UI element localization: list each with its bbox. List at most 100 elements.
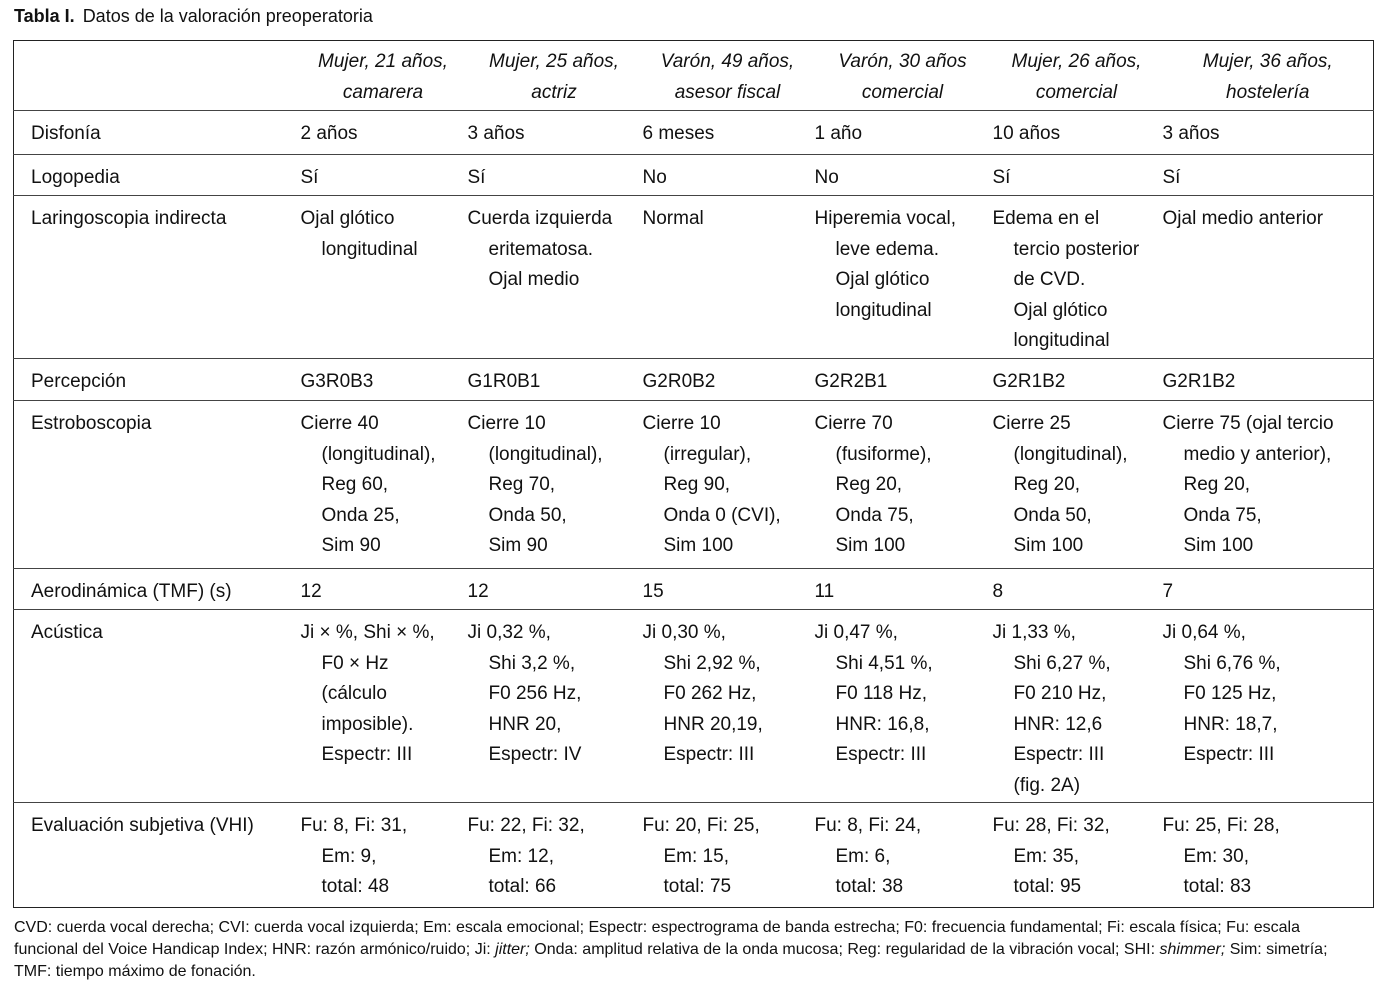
- cell-line: de CVD.: [1013, 269, 1086, 291]
- cell-line: Fu: 22, Fi: 32,: [467, 815, 585, 836]
- cell-line: Ojal medio: [488, 269, 580, 291]
- cell-line: Sim 90: [488, 535, 548, 557]
- cell-line: total: 75: [663, 876, 732, 898]
- cell-line: Cierre 75 (ojal tercio: [1162, 413, 1334, 434]
- table-cell: Cierre 10 (irregular), Reg 90, Onda 0 (CVI)…: [640, 400, 813, 569]
- cell-line: Shi 3,2 %,: [488, 652, 576, 674]
- table-row: Laringoscopia indirecta Ojal glótico longi…: [13, 195, 1374, 359]
- table-cell: Edema en el tercio posterior de CVD. Ojal g…: [990, 195, 1161, 359]
- cell-line: Reg 20,: [835, 474, 903, 496]
- cell-line: Sí: [1162, 167, 1181, 188]
- footnote-italic: shimmer;: [1159, 941, 1226, 958]
- table-cell: 3 años: [465, 110, 641, 155]
- cell-line: Normal: [642, 208, 704, 229]
- cell-line: 15: [642, 581, 664, 602]
- header-line: comercial: [1035, 81, 1118, 103]
- table-cell: Ojal medio anterior: [1160, 195, 1374, 359]
- cell-line: (fusiforme),: [835, 443, 932, 465]
- cell-line: Reg 20,: [1183, 474, 1251, 496]
- row-label: Disfonía: [13, 110, 299, 155]
- row-label: Evaluación subjetiva (VHI): [13, 802, 299, 908]
- cell-line: G2R2B1: [814, 371, 888, 392]
- table-row: Aerodinámica (TMF) (s) 12 12 15 11 8 7: [13, 568, 1374, 610]
- cell-line: G2R1B2: [1162, 371, 1236, 392]
- header-line: Mujer, 21 años,: [318, 51, 448, 72]
- row-label-text: Acústica: [31, 622, 103, 643]
- cell-line: Em: 15,: [663, 845, 729, 867]
- cell-line: Sí: [992, 167, 1011, 188]
- table-cell: Cierre 75 (ojal tercio medio y anterior),…: [1160, 400, 1374, 569]
- cell-line: Sim 100: [1013, 535, 1084, 557]
- cell-line: Fu: 8, Fi: 31,: [300, 815, 408, 836]
- cell-line: Fu: 20, Fi: 25,: [642, 815, 760, 836]
- title-label: Tabla I.: [14, 6, 75, 26]
- cell-line: 6 meses: [642, 123, 715, 144]
- table-cell: G1R0B1: [465, 358, 641, 401]
- footnote-italic: jitter;: [495, 941, 530, 958]
- cell-line: HNR: 18,7,: [1183, 713, 1278, 735]
- cell-line: 12: [467, 581, 489, 602]
- cell-line: (longitudinal),: [1013, 443, 1128, 465]
- cell-line: Reg 20,: [1013, 474, 1081, 496]
- cell-line: medio y anterior),: [1183, 443, 1332, 465]
- cell-line: 2 años: [300, 123, 358, 144]
- table-row: Logopedia Sí Sí No No Sí Sí: [13, 154, 1374, 196]
- cell-line: total: 66: [488, 876, 557, 898]
- footnote: CVD: cuerda vocal derecha; CVI: cuerda v…: [14, 917, 1359, 983]
- table-row: Disfonía 2 años 3 años 6 meses 1 año 10 años 3…: [13, 110, 1374, 155]
- row-label-text: Laringoscopia indirecta: [31, 208, 227, 229]
- table-cell: Fu: 22, Fi: 32, Em: 12, total: 66: [465, 802, 641, 908]
- cell-line: Shi 2,92 %,: [663, 652, 761, 674]
- cell-line: Ji 0,32 %,: [467, 622, 551, 643]
- table-cell: No: [812, 154, 991, 196]
- row-label-text: Percepción: [31, 371, 127, 392]
- row-label: Percepción: [13, 358, 299, 401]
- cell-line: Shi 6,27 %,: [1013, 652, 1111, 674]
- table-cell: Ji 1,33 %, Shi 6,27 %, F0 210 Hz, HNR: 12,6…: [990, 609, 1161, 803]
- table-body: Mujer, 21 años, camarera Mujer, 25 años, ac…: [13, 41, 1374, 908]
- table-cell: Ojal glótico longitudinal: [298, 195, 466, 359]
- table-cell: No: [640, 154, 813, 196]
- cell-line: Espectr: III: [1183, 744, 1275, 766]
- table-cell: 15: [640, 568, 813, 610]
- cell-line: total: 48: [321, 876, 390, 898]
- cell-line: Edema en el: [992, 208, 1100, 229]
- cell-line: (fig. 2A): [1013, 774, 1081, 796]
- cell-line: Onda 25,: [321, 504, 400, 526]
- cell-line: total: 95: [1013, 876, 1082, 898]
- table-cell: 7: [1160, 568, 1374, 610]
- cell-line: Cierre 70: [814, 413, 893, 434]
- table-cell: Cierre 25 (longitudinal), Reg 20, Onda 50, S…: [990, 400, 1161, 569]
- cell-line: 7: [1162, 581, 1174, 602]
- row-label: Logopedia: [13, 154, 299, 196]
- cell-line: Ojal glótico: [300, 208, 395, 229]
- cell-line: 12: [300, 581, 322, 602]
- cell-line: Em: 12,: [488, 845, 554, 867]
- table-cell: 10 años: [990, 110, 1161, 155]
- row-label-text: Logopedia: [31, 167, 120, 188]
- column-header: Mujer, 25 años, actriz: [466, 41, 641, 111]
- row-label-text: Evaluación subjetiva (VHI): [31, 815, 254, 836]
- table-cell: 1 año: [812, 110, 991, 155]
- cell-line: 3 años: [467, 123, 525, 144]
- header-line: comercial: [861, 81, 944, 103]
- table-cell: 8: [990, 568, 1161, 610]
- table: Mujer, 21 años, camarera Mujer, 25 años, ac…: [13, 40, 1374, 908]
- table-cell: G2R0B2: [640, 358, 813, 401]
- table-row: Percepción G3R0B3 G1R0B1 G2R0B2 G2R2B1 G2R1B2…: [13, 358, 1374, 401]
- table-cell: Sí: [298, 154, 466, 196]
- header-row: Mujer, 21 años, camarera Mujer, 25 años, ac…: [14, 41, 1374, 111]
- footnote-text: Onda: amplitud relativa de la onda mucos…: [529, 941, 1160, 958]
- cell-line: G3R0B3: [300, 371, 374, 392]
- cell-line: Espectr: III: [1013, 744, 1105, 766]
- cell-line: Reg 70,: [488, 474, 556, 496]
- table-cell: 11: [812, 568, 991, 610]
- cell-line: Espectr: III: [321, 744, 413, 766]
- cell-line: Shi 4,51 %,: [835, 652, 933, 674]
- title-text: Datos de la valoración preoperatoria: [82, 6, 373, 26]
- table-cell: Cierre 70 (fusiforme), Reg 20, Onda 75, Sim …: [812, 400, 991, 569]
- cell-line: imposible).: [321, 713, 414, 735]
- cell-line: Onda 50,: [1013, 504, 1092, 526]
- cell-line: 8: [992, 581, 1004, 602]
- cell-line: Sim 100: [1183, 535, 1254, 557]
